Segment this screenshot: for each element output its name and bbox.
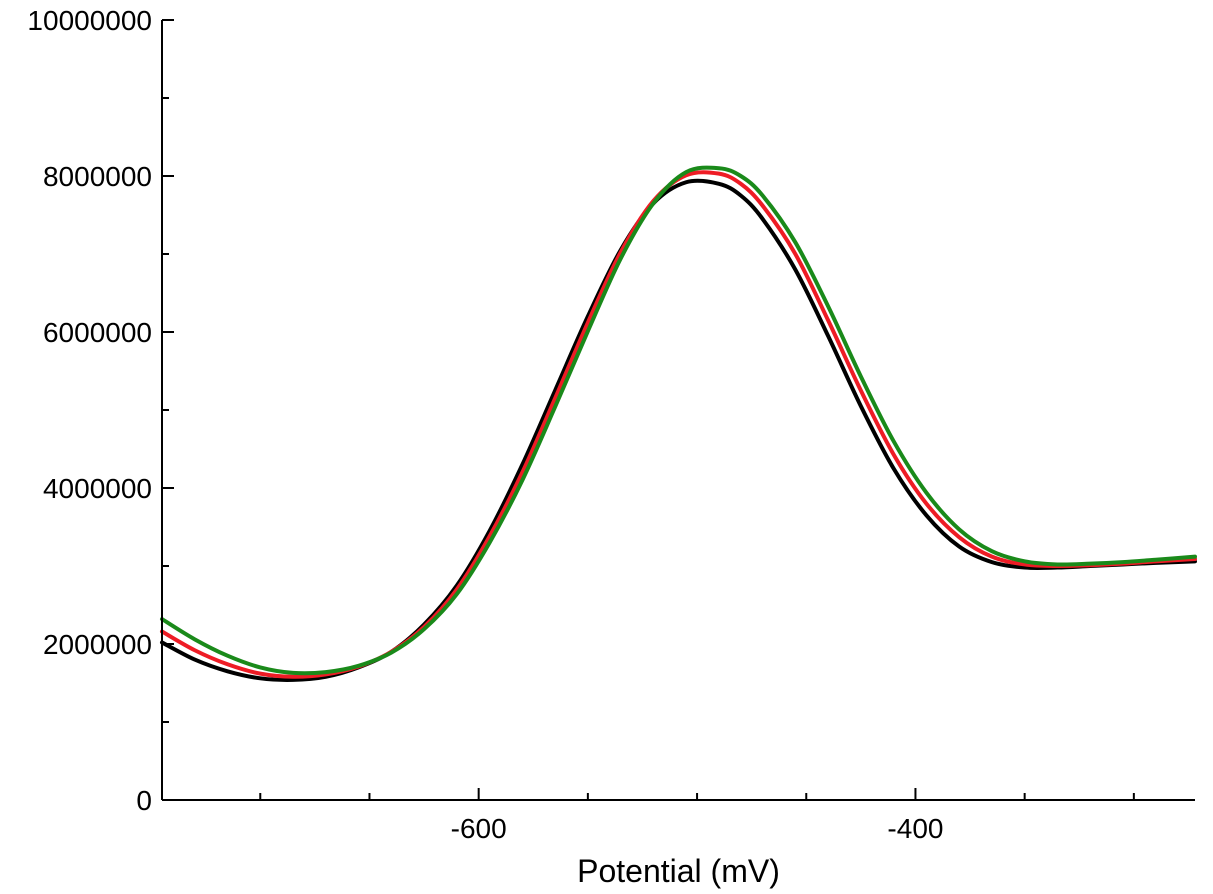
voltammogram-chart: -600 -400 0 2000000 4000000 6000000 8000000 100… bbox=[0, 0, 1213, 894]
x-tick-label: -600 bbox=[451, 813, 507, 844]
chart-container: -600 -400 0 2000000 4000000 6000000 8000000 100… bbox=[0, 0, 1213, 894]
y-tick-label: 4000000 bbox=[43, 473, 152, 504]
y-tick-label: 6000000 bbox=[43, 317, 152, 348]
y-tick-label: 0 bbox=[136, 785, 152, 816]
y-tick-label: 8000000 bbox=[43, 161, 152, 192]
y-tick-label: 10000000 bbox=[27, 5, 152, 36]
x-tick-label: -400 bbox=[887, 813, 943, 844]
y-tick-label: 2000000 bbox=[43, 629, 152, 660]
x-axis-title: Potential (mV) bbox=[577, 853, 780, 889]
chart-background bbox=[0, 0, 1213, 894]
